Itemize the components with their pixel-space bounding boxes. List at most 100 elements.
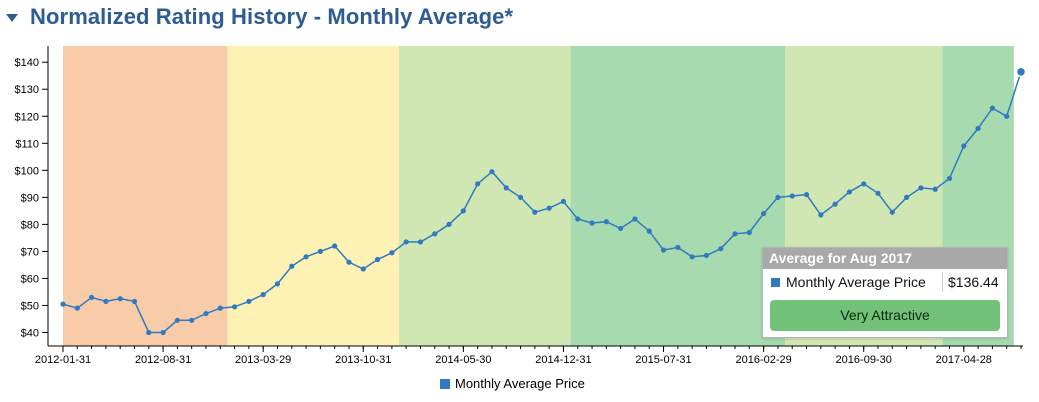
data-point [703,252,710,259]
data-point [789,193,795,199]
data-point [904,194,910,200]
data-point [317,248,323,255]
y-tick-label: $60 [21,273,39,285]
rating-band [227,46,400,346]
data-point [689,254,695,260]
y-tick-label: $50 [21,300,39,312]
data-point [660,247,667,253]
data-point [832,201,838,207]
section-header[interactable]: Normalized Rating History - Monthly Aver… [6,2,513,32]
data-point [517,194,524,200]
y-tick-label: $40 [21,327,39,339]
chart-tooltip: Average for Aug 2017 Monthly Average Pri… [762,247,1008,338]
data-point [818,212,824,218]
data-point [989,105,996,111]
data-point [846,189,853,195]
data-point [618,225,624,232]
x-tick-label: 2013-03-29 [235,354,291,366]
y-tick-label: $100 [15,165,39,177]
data-point [260,292,266,298]
data-point [675,244,681,250]
data-point [189,317,195,323]
data-point [975,125,981,132]
y-tick-label: $70 [21,246,39,258]
tooltip-series-label: Monthly Average Price [786,274,926,290]
tooltip-series-swatch [771,277,780,287]
data-point [60,301,66,307]
data-point [246,298,252,305]
data-point [231,304,238,310]
rating-band [570,46,786,346]
data-point [646,228,652,234]
legend-label: Monthly Average Price [455,376,585,391]
rating-band [399,46,571,346]
data-point [432,231,438,237]
y-tick-label: $130 [15,84,39,96]
data-point [632,216,638,222]
data-point [274,281,281,287]
data-point [489,169,495,175]
collapse-caret-icon[interactable] [6,14,18,22]
data-point [160,329,166,336]
data-point [746,229,752,236]
data-point [460,208,466,214]
data-point [103,298,109,305]
x-tick-label: 2015-07-31 [635,354,691,366]
data-point [88,294,95,300]
data-point [889,209,895,215]
y-tick-label: $120 [15,111,39,123]
data-point [303,254,309,260]
data-point [131,298,138,305]
data-point [289,263,295,269]
data-point [417,239,424,245]
data-point [117,296,123,302]
data-point [503,185,509,191]
data-point [546,205,552,211]
x-tick-label: 2014-05-30 [435,354,491,366]
data-point [203,310,209,317]
tooltip-title: Average for Aug 2017 [763,248,1007,269]
x-tick-label: 2013-10-31 [335,354,391,366]
data-point [732,231,738,237]
y-tick-label: $110 [15,138,39,150]
data-point [775,194,781,200]
x-tick-label: 2012-01-31 [35,354,91,366]
chart-legend[interactable]: Monthly Average Price [440,376,585,391]
data-point [946,175,953,182]
data-point [346,259,352,265]
chart-title: Normalized Rating History - Monthly Aver… [30,4,514,29]
data-point [589,220,595,226]
data-point [403,239,409,245]
data-point [475,181,481,187]
y-tick-label: $140 [15,57,39,69]
x-tick-label: 2016-09-30 [836,354,892,366]
x-tick-label: 2016-02-29 [735,354,791,366]
data-point [389,250,395,256]
tooltip-row: Monthly Average Price $136.44 [763,269,1007,295]
tooltip-divider [942,272,943,292]
x-tick-label: 2014-12-31 [535,354,591,366]
data-point [332,243,338,249]
data-point [932,186,938,192]
data-point [1004,113,1010,119]
data-point [74,305,80,311]
legend-swatch [440,378,450,389]
data-point [803,192,810,198]
data-point [718,246,724,252]
data-point [360,266,366,272]
data-point [374,256,381,263]
data-point [217,305,223,311]
data-point [174,317,180,323]
tooltip-value: $136.44 [948,274,999,290]
data-point [446,221,452,227]
data-point [918,185,924,191]
x-tick-label: 2017-04-28 [936,354,992,366]
data-point [761,210,767,217]
x-tick-label: 2012-08-31 [135,354,191,366]
y-tick-label: $80 [21,219,39,231]
data-point [560,198,567,205]
data-point [146,329,152,336]
y-tick-label: $90 [21,192,39,204]
data-point [532,209,538,215]
